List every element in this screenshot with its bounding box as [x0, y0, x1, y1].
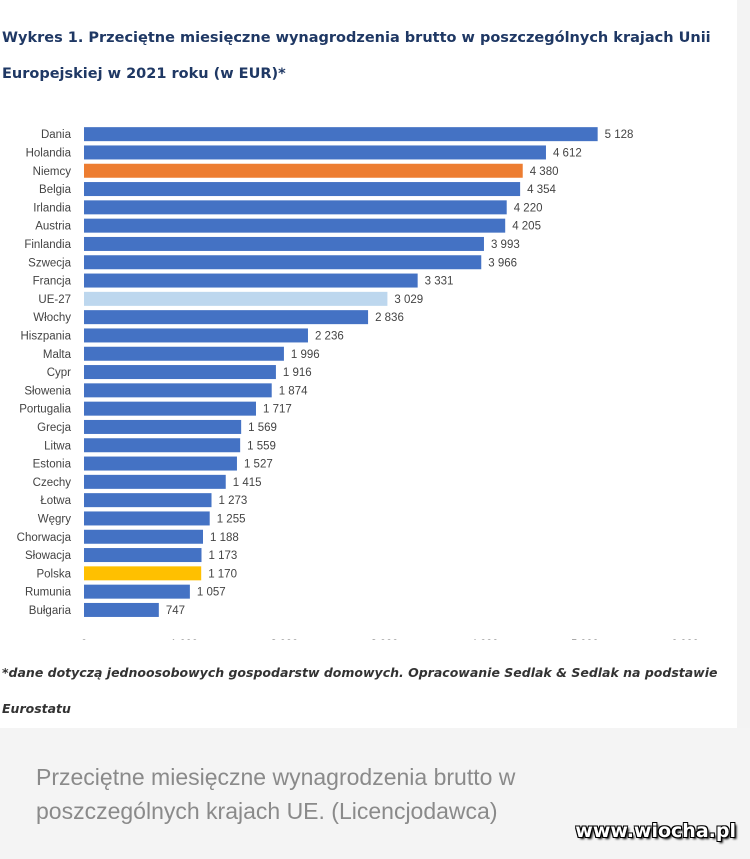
- value-label: 1 173: [208, 550, 237, 562]
- value-label: 4 354: [527, 184, 556, 196]
- bar-węgry: [84, 511, 210, 526]
- category-label: Czechy: [33, 477, 72, 489]
- bar-chart: Dania 5 128 Holandia 4 612 Niemcy 4 380 Belgia…: [17, 127, 699, 640]
- category-label: Bułgaria: [29, 605, 72, 617]
- value-label: 1 057: [197, 587, 226, 599]
- category-label: Chorwacja: [17, 532, 72, 544]
- value-label: 1 916: [283, 367, 312, 379]
- value-label: 3 993: [491, 239, 520, 251]
- category-label: Łotwa: [40, 495, 71, 507]
- bar-cypr: [84, 365, 276, 380]
- category-label: Węgry: [38, 513, 71, 525]
- category-label: Portugalia: [19, 404, 71, 416]
- category-label: Włochy: [33, 312, 71, 324]
- bar-finlandia: [84, 236, 484, 251]
- value-label: 1 569: [248, 422, 277, 434]
- bar-czechy: [84, 474, 226, 489]
- category-label: Słowenia: [24, 385, 71, 397]
- value-label: 2 236: [315, 330, 344, 342]
- caption-band: [0, 728, 750, 859]
- chart-title: Wykres 1. Przeciętne miesięczne wynagrod…: [2, 30, 711, 82]
- value-label: 4 220: [514, 202, 543, 214]
- bar-litwa: [84, 438, 241, 453]
- value-label: 3 331: [425, 276, 454, 288]
- value-label: 1 559: [247, 440, 276, 452]
- category-label: UE-27: [38, 294, 71, 306]
- x-tick-label: 0: [81, 638, 87, 640]
- category-label: Słowacja: [25, 550, 72, 562]
- bar-szwecja: [84, 255, 482, 270]
- value-label: 1 170: [208, 568, 237, 580]
- bar-malta: [84, 346, 284, 361]
- bar-irlandia: [84, 200, 507, 215]
- category-label: Szwecja: [28, 257, 71, 269]
- value-label: 1 717: [263, 404, 292, 416]
- bar-hiszpania: [84, 328, 308, 343]
- category-label: Litwa: [44, 440, 71, 452]
- value-label: 1 255: [217, 513, 246, 525]
- chart-card: Wykres 1. Przeciętne miesięczne wynagrod…: [2, 30, 718, 716]
- value-label: 1 996: [291, 349, 320, 361]
- category-label: Cypr: [47, 367, 71, 379]
- category-label: Holandia: [26, 147, 72, 159]
- watermark-logo: www.wiocha.pl: [575, 820, 736, 842]
- page-edge: [737, 0, 750, 728]
- category-label: Francja: [33, 276, 72, 288]
- bar-austria: [84, 218, 506, 233]
- bar-chorwacja: [84, 529, 203, 544]
- x-tick-label: 1 000: [170, 638, 198, 640]
- bar-ue-27: [84, 291, 388, 306]
- value-label: 5 128: [605, 129, 634, 141]
- bar-grecja: [84, 419, 242, 434]
- value-label: 1 273: [219, 495, 248, 507]
- bar-łotwa: [84, 493, 212, 508]
- category-label: Irlandia: [33, 202, 71, 214]
- bar-dania: [84, 127, 598, 142]
- category-label: Belgia: [39, 184, 72, 196]
- bar-belgia: [84, 182, 521, 197]
- value-label: 1 188: [210, 532, 239, 544]
- category-label: Polska: [36, 568, 71, 580]
- category-label: Finlandia: [24, 239, 71, 251]
- bar-rumunia: [84, 584, 190, 599]
- bar-bułgaria: [84, 602, 159, 617]
- value-label: 4 612: [553, 147, 582, 159]
- category-label: Grecja: [37, 422, 71, 434]
- x-tick-label: 4 000: [471, 638, 499, 640]
- category-label: Rumunia: [25, 587, 72, 599]
- bar-słowenia: [84, 383, 272, 398]
- category-label: Niemcy: [33, 166, 72, 178]
- value-label: 4 380: [530, 166, 559, 178]
- x-tick-label: 3 000: [371, 638, 399, 640]
- value-label: 4 205: [512, 221, 541, 233]
- value-label: 3 029: [394, 294, 423, 306]
- value-label: 1 874: [279, 385, 308, 397]
- category-label: Estonia: [33, 459, 72, 471]
- value-label: 747: [166, 605, 185, 617]
- category-label: Malta: [43, 349, 72, 361]
- category-label: Hiszpania: [21, 330, 72, 342]
- value-label: 2 836: [375, 312, 404, 324]
- bar-polska: [84, 566, 202, 581]
- category-label: Dania: [41, 129, 72, 141]
- x-tick-label: 5 000: [571, 638, 599, 640]
- bar-francja: [84, 273, 418, 288]
- bar-portugalia: [84, 401, 256, 416]
- bar-niemcy: [84, 163, 523, 178]
- value-label: 1 415: [233, 477, 262, 489]
- bar-holandia: [84, 145, 546, 160]
- x-tick-label: 6 000: [671, 638, 699, 640]
- image-caption: Przeciętne miesięczne wynagrodzenia brut…: [36, 764, 516, 824]
- value-label: 3 966: [488, 257, 517, 269]
- category-label: Austria: [35, 221, 71, 233]
- bar-estonia: [84, 456, 237, 471]
- bar-włochy: [84, 310, 369, 325]
- x-tick-label: 2 000: [271, 638, 299, 640]
- value-label: 1 527: [244, 459, 273, 471]
- footnote: *dane dotyczą jednoosobowych gospodarstw…: [2, 665, 718, 716]
- bar-słowacja: [84, 548, 202, 563]
